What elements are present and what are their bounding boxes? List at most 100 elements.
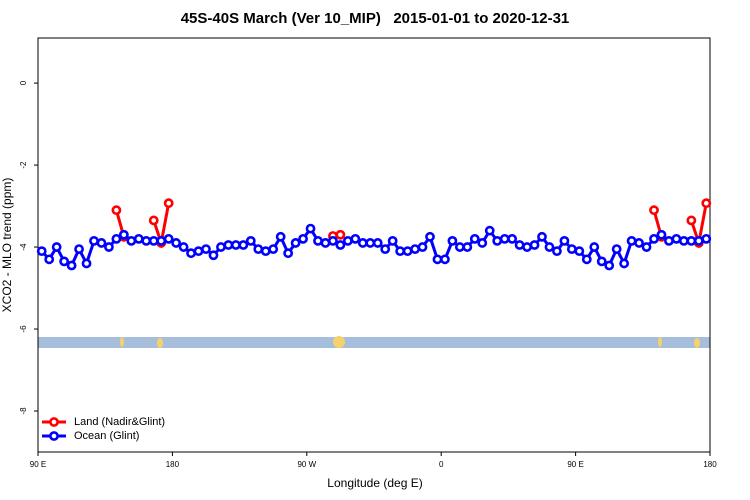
point <box>36 246 47 257</box>
point <box>313 236 323 246</box>
point <box>611 244 622 254</box>
y-tick-label: -4 <box>19 243 28 251</box>
legend-label: Land (Nadir&Glint) <box>74 416 165 428</box>
point <box>604 260 615 271</box>
point <box>514 240 525 250</box>
point <box>104 242 114 252</box>
point <box>335 229 346 240</box>
point <box>365 238 376 248</box>
point <box>425 231 435 242</box>
point <box>462 242 473 252</box>
point <box>148 236 159 246</box>
point <box>649 205 659 216</box>
point <box>410 244 420 254</box>
point <box>440 254 450 265</box>
x-tick-label: 90 W <box>297 460 316 469</box>
point <box>686 215 697 226</box>
point <box>230 240 241 250</box>
point <box>693 236 704 246</box>
point <box>484 225 495 236</box>
point <box>529 240 540 250</box>
point <box>141 236 152 246</box>
point <box>477 238 488 248</box>
point <box>372 238 383 248</box>
x-axis-label: Longitude (deg E) <box>327 476 422 490</box>
point <box>641 242 652 252</box>
point <box>298 233 308 244</box>
point <box>201 244 211 254</box>
point <box>193 246 204 257</box>
point <box>216 242 226 252</box>
series-line <box>40 225 707 268</box>
point <box>357 238 368 248</box>
point <box>268 244 279 254</box>
point <box>44 254 55 265</box>
point <box>686 236 697 246</box>
point <box>664 236 674 246</box>
point <box>223 240 234 250</box>
x-tick-label: 180 <box>166 460 180 469</box>
point <box>148 215 159 226</box>
point <box>552 246 562 257</box>
point <box>574 246 585 257</box>
point <box>678 236 689 246</box>
point <box>186 248 196 259</box>
point <box>581 254 592 265</box>
point <box>626 236 637 246</box>
point <box>133 233 144 244</box>
point <box>74 244 84 254</box>
point <box>701 198 712 209</box>
point <box>126 236 137 246</box>
point <box>51 242 62 252</box>
point <box>111 205 122 216</box>
point <box>432 254 443 265</box>
point <box>395 246 406 257</box>
x-tick-label: 180 <box>703 460 717 469</box>
point <box>320 238 331 248</box>
point <box>589 242 600 252</box>
point <box>492 236 503 246</box>
point <box>328 236 338 246</box>
point <box>275 231 286 242</box>
point <box>537 231 547 242</box>
point <box>454 242 465 252</box>
point <box>380 244 391 254</box>
point <box>447 236 458 246</box>
point <box>417 242 428 252</box>
legend-label: Ocean (Glint) <box>74 430 139 442</box>
y-tick-label: -2 <box>19 161 28 169</box>
x-tick-label: 0 <box>439 460 444 469</box>
x-tick-label: 90 E <box>567 460 583 469</box>
point <box>89 236 99 246</box>
point <box>238 240 249 250</box>
point <box>96 238 107 248</box>
point <box>522 242 532 252</box>
land-patches <box>120 336 700 348</box>
legend-marker <box>49 417 59 427</box>
point <box>111 233 122 244</box>
point <box>245 236 256 246</box>
point <box>171 238 182 248</box>
series-line <box>114 202 708 249</box>
point <box>619 258 630 269</box>
point <box>208 250 219 261</box>
point <box>649 233 659 244</box>
point <box>118 229 129 240</box>
point <box>178 242 189 252</box>
point <box>701 233 712 244</box>
point <box>350 233 361 244</box>
point <box>634 238 644 248</box>
surface-strip <box>38 337 710 348</box>
point <box>402 246 413 257</box>
point <box>59 256 70 267</box>
point <box>507 233 518 244</box>
x-tick-label: 90 E <box>30 460 46 469</box>
point <box>499 233 510 244</box>
point <box>253 244 264 254</box>
y-tick-label: -8 <box>19 407 28 415</box>
point <box>163 198 174 209</box>
point <box>156 236 167 246</box>
point <box>290 238 301 248</box>
point <box>260 246 271 257</box>
point <box>283 248 294 259</box>
